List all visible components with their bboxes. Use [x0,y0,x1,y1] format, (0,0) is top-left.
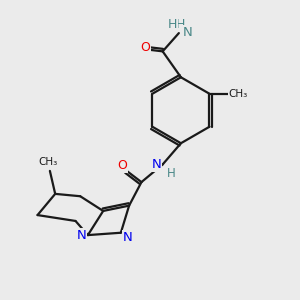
Text: N: N [122,231,132,244]
Text: O: O [117,159,127,172]
Text: CH₃: CH₃ [39,157,58,167]
Text: N: N [183,26,193,39]
Text: N: N [76,229,86,242]
Text: H: H [176,18,185,32]
Text: O: O [140,41,150,54]
Text: CH₃: CH₃ [228,89,248,99]
Text: H: H [167,167,175,180]
Text: H: H [168,18,177,32]
Text: N: N [151,158,161,171]
